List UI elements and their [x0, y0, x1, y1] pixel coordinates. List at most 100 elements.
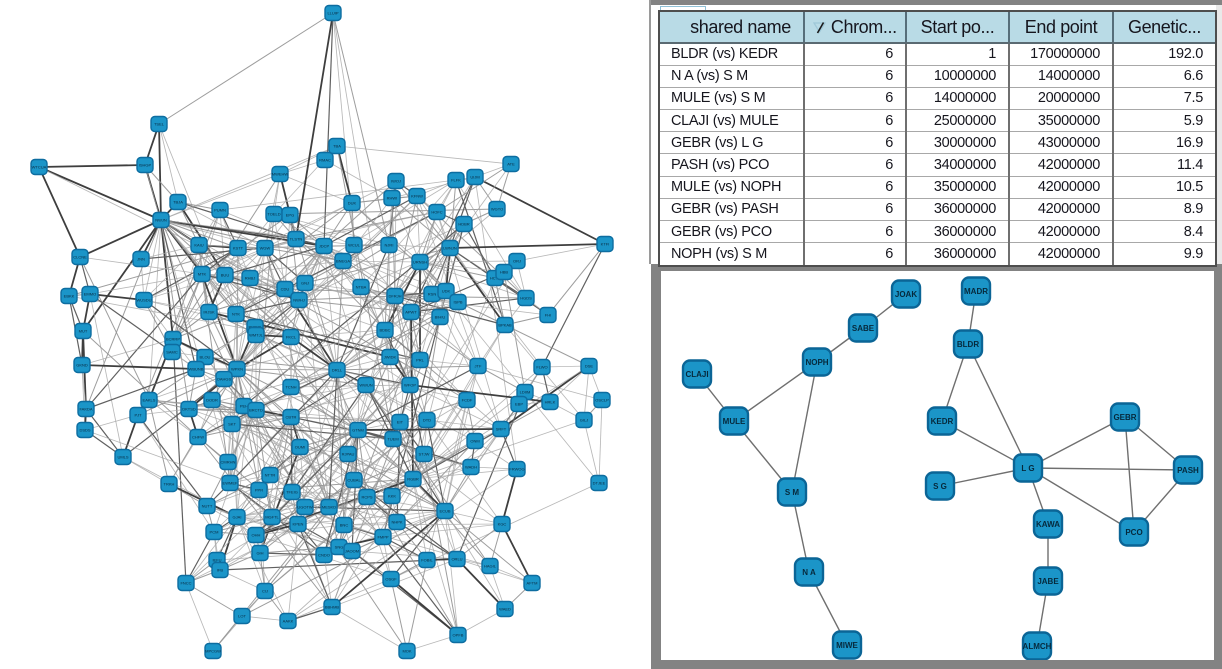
svg-text:BRCTD: BRCTD: [249, 408, 263, 413]
svg-text:JWIDK: JWIDK: [384, 355, 397, 360]
svg-text:IWOJ: IWOJ: [391, 179, 401, 184]
svg-text:CMRHN: CMRHN: [221, 460, 236, 465]
svg-text:LLUIP: LLUIP: [327, 11, 338, 16]
svg-text:N A: N A: [802, 568, 816, 577]
svg-text:RMAC: RMAC: [319, 158, 331, 163]
svg-text:OPFB: OPFB: [453, 633, 464, 638]
svg-text:BLDR: BLDR: [957, 340, 979, 349]
svg-text:S M: S M: [785, 488, 800, 497]
svg-text:MTK: MTK: [198, 272, 207, 277]
svg-text:DTD: DTD: [423, 418, 431, 423]
svg-text:STJW: STJW: [419, 452, 430, 457]
svg-text:JOAK: JOAK: [895, 290, 917, 299]
svg-text:ATE: ATE: [507, 162, 515, 167]
svg-text:CUBAL: CUBAL: [347, 478, 361, 483]
svg-text:SABE: SABE: [852, 324, 875, 333]
svg-text:KKK: KKK: [388, 494, 396, 499]
svg-text:TBJA: TBJA: [173, 200, 183, 205]
svg-text:L G: L G: [1021, 464, 1034, 473]
svg-text:DSE: DSE: [585, 364, 594, 369]
svg-text:FCDF: FCDF: [462, 398, 473, 403]
svg-text:BCRRP: BCRRP: [166, 337, 180, 342]
svg-text:IFB: IFB: [217, 568, 224, 573]
svg-text:PCM: PCM: [210, 530, 219, 535]
svg-text:ORJ: ORJ: [513, 259, 521, 264]
svg-text:FRWOG: FRWOG: [509, 467, 524, 472]
svg-text:BNEGA: BNEGA: [336, 259, 350, 264]
svg-text:BBHMB: BBHMB: [325, 605, 340, 610]
svg-text:JNN: JNN: [137, 257, 145, 262]
svg-text:FOBIL: FOBIL: [421, 558, 433, 563]
svg-text:WFOP: WFOP: [404, 383, 416, 388]
svg-text:LOT: LOT: [238, 614, 246, 619]
svg-text:GEBR: GEBR: [1113, 413, 1136, 422]
svg-text:SNG: SNG: [335, 545, 344, 550]
svg-text:MOK: MOK: [402, 649, 411, 654]
svg-text:TRKH: TRKH: [164, 482, 175, 487]
svg-text:UMLS: UMLS: [117, 455, 128, 460]
svg-text:WTCUA: WTCUA: [32, 165, 47, 170]
svg-text:FLWO: FLWO: [536, 365, 547, 370]
svg-text:CDU: CDU: [281, 287, 290, 292]
svg-text:KAWA: KAWA: [1036, 520, 1060, 529]
svg-text:FKCL: FKCL: [286, 335, 297, 340]
svg-text:NTK: NTK: [232, 312, 240, 317]
svg-text:KPEN: KPEN: [293, 522, 304, 527]
svg-text:BDBC: BDBC: [379, 328, 390, 333]
svg-text:MADR: MADR: [964, 287, 988, 296]
svg-text:EPG: EPG: [286, 213, 294, 218]
svg-text:DRLL: DRLL: [332, 368, 343, 373]
svg-text:NUTT: NUTT: [202, 504, 213, 509]
svg-text:EIT: EIT: [397, 420, 404, 425]
svg-text:OAHGS: OAHGS: [217, 377, 232, 382]
svg-text:HGDS: HGDS: [520, 296, 532, 301]
svg-text:SAMC: SAMC: [166, 350, 178, 355]
svg-text:RHWI: RHWI: [387, 196, 398, 201]
svg-text:OUMI: OUMI: [295, 445, 305, 450]
svg-text:ORLU: ORLU: [451, 557, 462, 562]
svg-text:GIH: GIH: [256, 551, 263, 556]
svg-text:AFTM: AFTM: [527, 581, 538, 586]
svg-text:BUU: BUU: [221, 273, 230, 278]
svg-text:PCO: PCO: [1125, 528, 1142, 537]
svg-text:IRJSK: IRJSK: [203, 310, 215, 315]
svg-text:JAOOM: JAOOM: [345, 549, 359, 554]
svg-text:TLSTN: TLSTN: [290, 237, 303, 242]
svg-text:EMMO: EMMO: [84, 292, 96, 297]
svg-text:ONM: ONM: [470, 439, 479, 444]
svg-text:RHBJ: RHBJ: [245, 276, 255, 281]
svg-text:S G: S G: [933, 482, 947, 491]
svg-text:DODR: DODR: [206, 398, 218, 403]
svg-text:JABE: JABE: [1037, 577, 1059, 586]
svg-text:NTTR: NTTR: [265, 473, 276, 478]
svg-text:TFEIG: TFEIG: [286, 490, 298, 495]
svg-text:RGBR: RGBR: [407, 477, 419, 482]
svg-text:RJPAU: RJPAU: [342, 452, 355, 457]
svg-text:WBUNB: WBUNB: [189, 367, 204, 372]
svg-text:BPKAB: BPKAB: [498, 323, 512, 328]
svg-text:MGFTL: MGFTL: [265, 515, 279, 520]
svg-text:JDCP: JDCP: [319, 244, 330, 249]
svg-text:NWJN: NWJN: [155, 218, 167, 223]
svg-text:NTBA: NTBA: [356, 285, 367, 290]
svg-text:MIWE: MIWE: [836, 641, 858, 650]
svg-text:MUT: MUT: [79, 329, 88, 334]
svg-text:WCUL: WCUL: [348, 243, 361, 248]
svg-text:WPKN: WPKN: [231, 367, 243, 372]
svg-text:WWUN: WWUN: [359, 383, 372, 388]
svg-text:PRL: PRL: [416, 358, 425, 363]
svg-text:DSDS: DSDS: [79, 428, 90, 433]
svg-text:TSEL: TSEL: [154, 122, 165, 127]
svg-text:APWT: APWT: [405, 310, 417, 315]
svg-text:WGTO: WGTO: [491, 207, 503, 212]
svg-text:EAKLS: EAKLS: [143, 398, 156, 403]
svg-text:LWNJN: LWNJN: [443, 246, 457, 251]
svg-text:WADH: WADH: [465, 465, 477, 470]
svg-text:HAGIL: HAGIL: [484, 564, 497, 569]
svg-text:FLFK: FLFK: [451, 178, 461, 183]
svg-text:SRFT: SRFT: [496, 427, 507, 432]
svg-text:ISHGP: ISHGP: [139, 163, 152, 168]
svg-text:GNJ: GNJ: [301, 281, 309, 286]
svg-text:TUEM: TUEM: [387, 437, 398, 442]
svg-text:MPCGW: MPCGW: [205, 649, 221, 654]
